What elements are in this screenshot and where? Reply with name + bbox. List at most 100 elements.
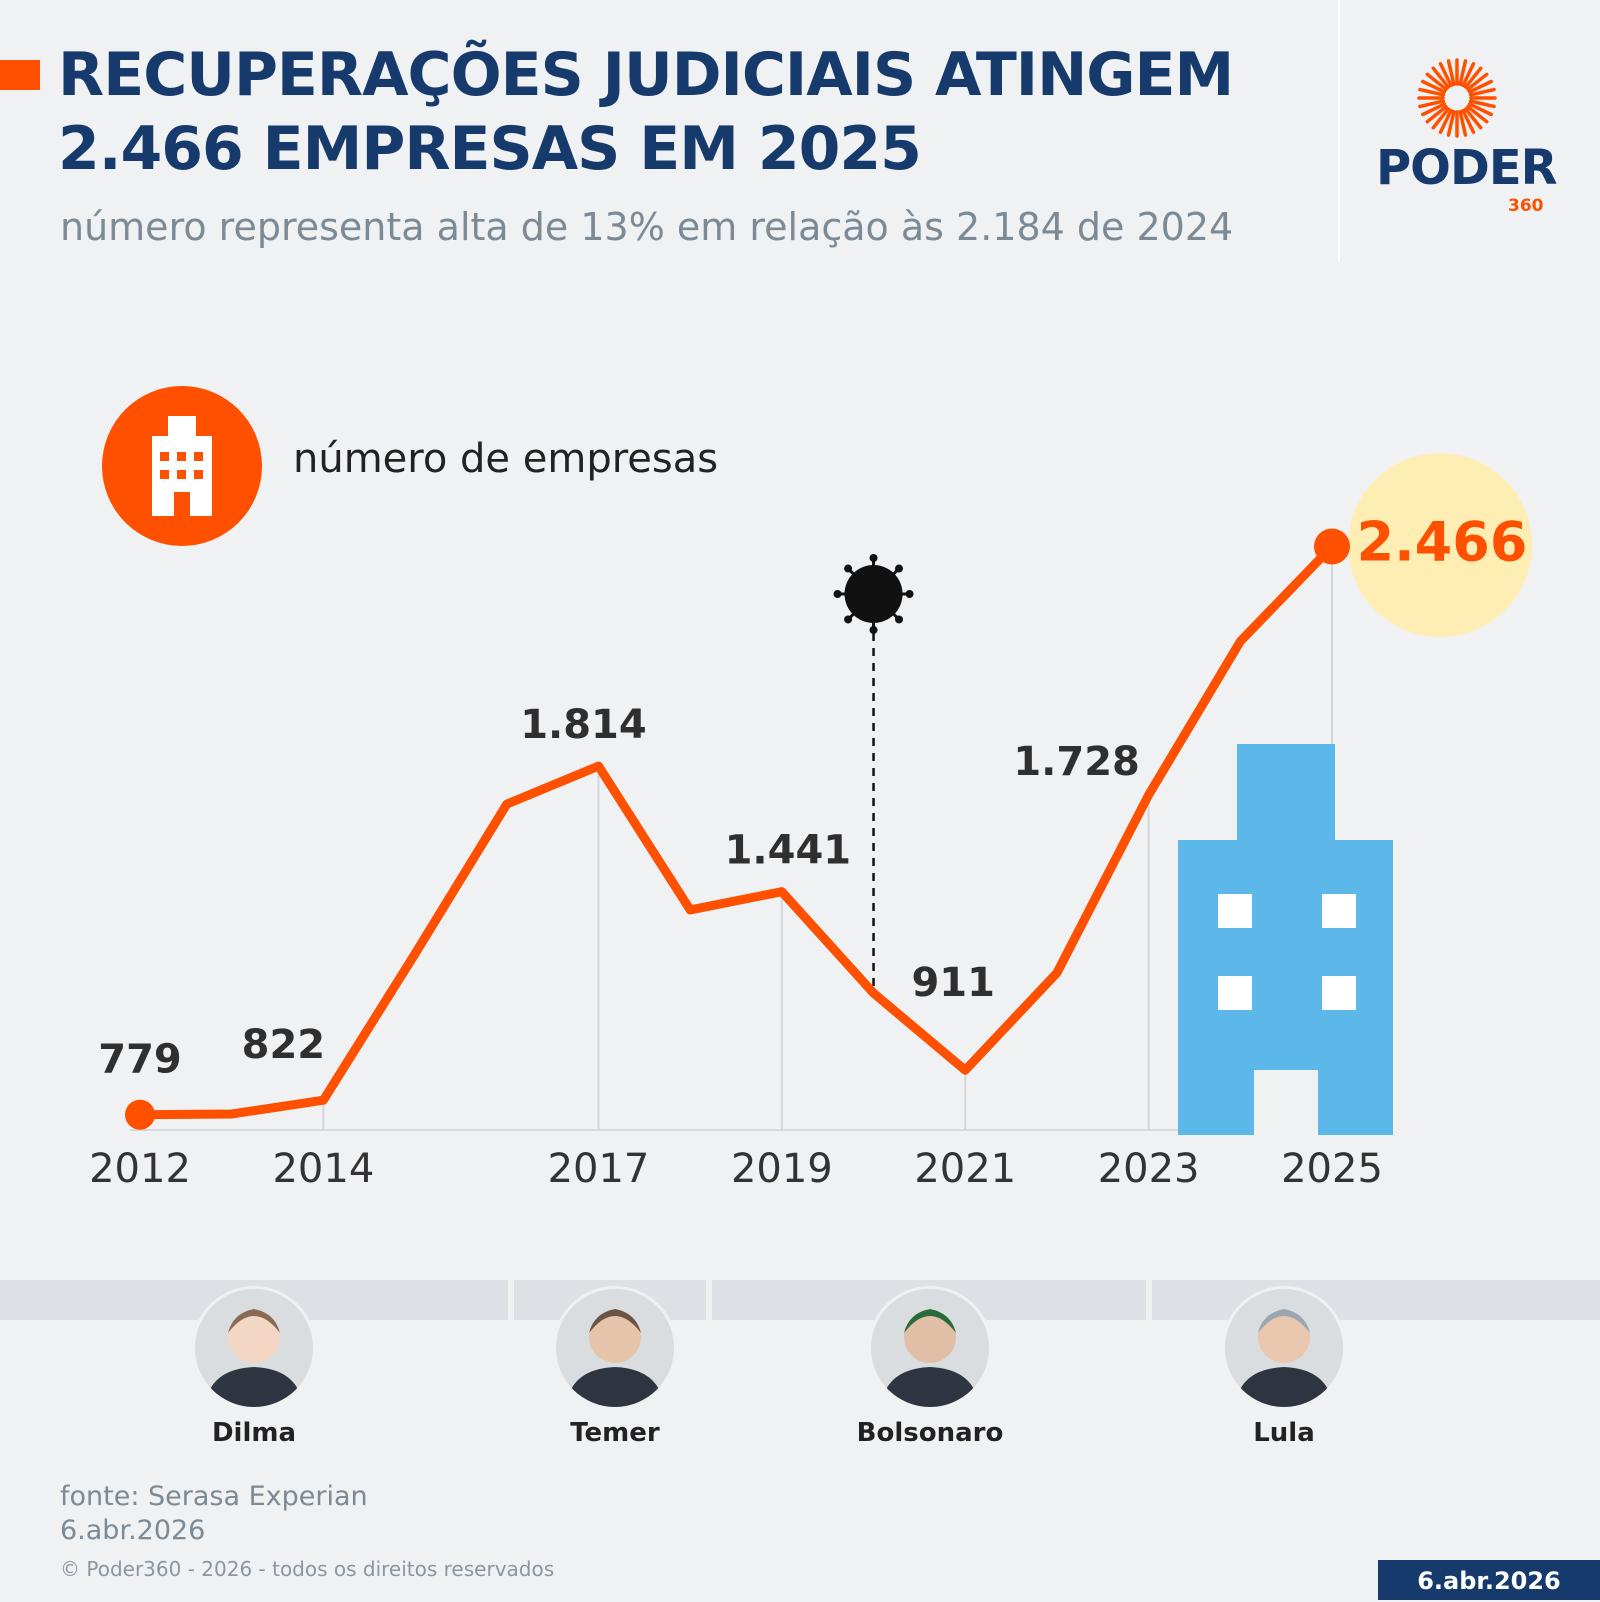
- x-tick-label: 2023: [1098, 1146, 1200, 1192]
- logo-ray: [1418, 99, 1446, 109]
- logo-ray: [1466, 104, 1489, 124]
- term-band-lula: [1152, 1280, 1600, 1320]
- data-point-start: [125, 1099, 155, 1130]
- virus-spike-tip: [833, 590, 842, 598]
- president-name: Dilma: [211, 1418, 297, 1448]
- data-point-end: [1314, 528, 1350, 565]
- avatar: [868, 1286, 992, 1410]
- x-tick-label: 2014: [272, 1146, 374, 1192]
- virus-spike-tip: [844, 564, 853, 573]
- president-dilma: Dilma: [174, 1286, 334, 1448]
- building-window: [1218, 976, 1252, 1010]
- president-name: Bolsonaro: [856, 1418, 1004, 1448]
- president-bolsonaro: Bolsonaro: [850, 1286, 1010, 1448]
- page-subtitle: número representa alta de 13% em relação…: [60, 205, 1234, 249]
- source-date: 6.abr.2026: [60, 1515, 206, 1546]
- data-point: [963, 1068, 968, 1073]
- highlight-bubble: [1348, 453, 1532, 637]
- data-point: [1238, 639, 1243, 644]
- data-label-2023: 1.728: [1013, 739, 1140, 785]
- building-icon: [102, 386, 262, 546]
- logo-ray: [1421, 102, 1447, 117]
- avatar: [553, 1286, 677, 1410]
- logo-ray: [1461, 108, 1476, 134]
- avatar: [1222, 1286, 1346, 1410]
- data-label-2014: 822: [242, 1022, 326, 1068]
- logo-ray: [1468, 99, 1496, 109]
- virus-spike-tip: [894, 615, 903, 624]
- data-label-2025: 2.466: [1357, 510, 1528, 573]
- building-tower: [1237, 744, 1335, 844]
- logo-ray: [1468, 87, 1496, 97]
- data-point: [1054, 970, 1059, 975]
- data-label-2019: 1.441: [725, 828, 852, 874]
- data-point: [596, 764, 601, 769]
- virus-spike-tip: [869, 554, 878, 562]
- page-title: RECUPERAÇÕES JUDICIAIS ATINGEM 2.466 EMP…: [58, 40, 1234, 184]
- president-name: Temer: [570, 1418, 660, 1448]
- logo-ray: [1446, 59, 1456, 87]
- avatar: [192, 1286, 316, 1410]
- data-label-2012: 779: [98, 1037, 182, 1083]
- building-window: [1218, 894, 1252, 928]
- title-accent-bar: [0, 60, 40, 90]
- logo-ray: [1425, 104, 1448, 124]
- data-point: [229, 1112, 234, 1117]
- source-note: fonte: Serasa Experian 6.abr.2026: [60, 1480, 368, 1548]
- legend-label: número de empresas: [293, 436, 719, 482]
- x-tick-label: 2019: [731, 1146, 833, 1192]
- chart-plot: 779 822 1.814 1.441 911 1.728 2.466 2012 2014 201…: [89, 453, 1532, 1192]
- data-point: [688, 907, 693, 912]
- logo-ray: [1463, 66, 1483, 89]
- logo-ray: [1466, 72, 1489, 92]
- president-temer: Temer: [535, 1286, 695, 1448]
- logo-ray: [1458, 59, 1468, 87]
- sunburst-logo-icon: [1417, 58, 1497, 138]
- logo-ray: [1463, 107, 1483, 130]
- source-text: fonte: Serasa Experian: [60, 1481, 368, 1512]
- logo-ray: [1421, 79, 1447, 94]
- x-tick-label: 2012: [89, 1146, 191, 1192]
- data-point: [1146, 793, 1151, 798]
- virus-body: [844, 565, 903, 623]
- building-window: [1322, 894, 1356, 928]
- logo-ray: [1458, 109, 1468, 137]
- logo-ray: [1425, 72, 1448, 92]
- logo-ray: [1467, 79, 1493, 94]
- data-point: [504, 802, 509, 807]
- virus-spike-tip: [894, 564, 903, 573]
- logo-ray: [1418, 87, 1446, 97]
- building-illustration: [1178, 744, 1393, 1135]
- logo-ray: [1461, 62, 1476, 88]
- president-lula: Lula: [1204, 1286, 1364, 1448]
- logo-word: PODER: [1376, 140, 1558, 196]
- building-door: [1254, 1070, 1318, 1135]
- data-label-2021: 911: [911, 960, 995, 1006]
- copyright: © Poder360 - 2026 - todos os direitos re…: [60, 1557, 555, 1581]
- building-window: [1322, 976, 1356, 1010]
- virus-spike-tip: [869, 626, 878, 634]
- header-divider: [1338, 0, 1340, 262]
- logo-ray: [1438, 62, 1453, 88]
- virus-spike-tip: [905, 590, 914, 598]
- x-tick-label: 2017: [548, 1146, 650, 1192]
- date-badge: 6.abr.2026: [1378, 1560, 1600, 1600]
- data-point: [321, 1098, 326, 1103]
- series-line: [135, 542, 1337, 1120]
- data-point: [871, 991, 876, 996]
- data-label-2017: 1.814: [520, 702, 647, 748]
- logo-ray: [1431, 66, 1451, 89]
- virus-icon: [833, 554, 914, 634]
- logo-number: 360: [1508, 196, 1544, 216]
- data-point: [413, 951, 418, 956]
- president-name: Lula: [1253, 1418, 1315, 1448]
- logo-ray: [1446, 109, 1456, 137]
- x-tick-label: 2021: [914, 1146, 1016, 1192]
- logo-ray: [1438, 108, 1453, 134]
- virus-spike-tip: [844, 615, 853, 624]
- data-point: [779, 889, 784, 894]
- logo-ray: [1431, 107, 1451, 130]
- x-tick-label: 2025: [1281, 1146, 1383, 1192]
- logo-ray: [1467, 102, 1493, 117]
